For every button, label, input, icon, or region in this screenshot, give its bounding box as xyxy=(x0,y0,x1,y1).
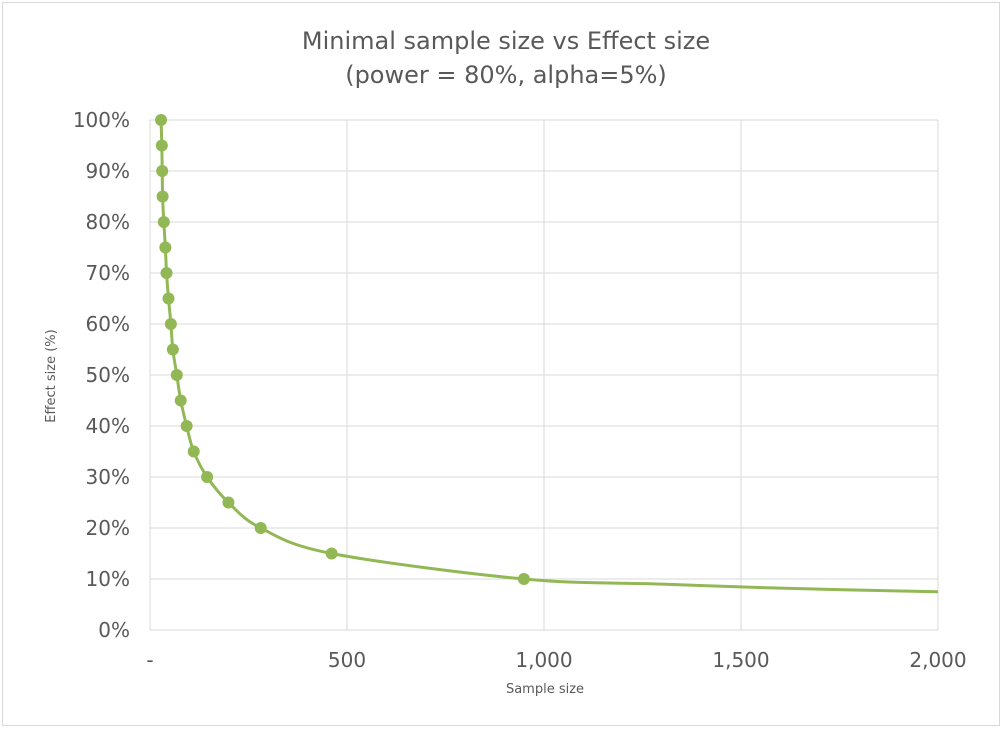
y-tick-label: 0% xyxy=(98,618,130,642)
data-point xyxy=(157,216,170,228)
y-tick-label: 10% xyxy=(86,567,130,591)
data-point xyxy=(170,369,183,381)
y-tick-label: 100% xyxy=(73,108,130,132)
data-point xyxy=(180,420,193,432)
data-point xyxy=(164,318,177,330)
data-point xyxy=(325,547,338,560)
x-axis-title: Sample size xyxy=(506,682,584,697)
y-tick-label: 40% xyxy=(86,414,130,438)
chart-title: Minimal sample size vs Effect size xyxy=(302,27,710,55)
data-point xyxy=(166,343,179,356)
y-tick-label: 50% xyxy=(86,363,130,387)
data-point xyxy=(155,114,168,126)
data-point xyxy=(162,292,175,305)
y-axis-title: Effect size (%) xyxy=(44,329,59,422)
y-tick-label: 70% xyxy=(86,261,130,285)
x-axis-ticks: - 500 1,000 1,500 2,000 xyxy=(146,648,966,672)
x-tick-label: - xyxy=(146,648,153,672)
data-point xyxy=(160,267,173,279)
data-point xyxy=(159,241,172,254)
chart-subtitle: (power = 80%, alpha=5%) xyxy=(345,61,667,89)
chart-svg: Minimal sample size vs Effect size (powe… xyxy=(44,27,967,697)
y-tick-label: 30% xyxy=(86,465,130,489)
series-line xyxy=(159,119,939,594)
y-tick-label: 90% xyxy=(86,159,130,183)
data-point xyxy=(156,190,169,203)
data-point xyxy=(174,394,187,407)
x-tick-label: 2,000 xyxy=(909,648,966,672)
gridlines xyxy=(149,119,939,631)
x-tick-label: 500 xyxy=(328,648,366,672)
y-axis-ticks: 0% 10% 20% 30% 40% 50% 60% 70% 80% 90% 100% xyxy=(73,108,130,642)
data-point xyxy=(156,165,169,177)
y-tick-label: 80% xyxy=(86,210,130,234)
x-tick-label: 1,500 xyxy=(712,648,769,672)
data-point xyxy=(222,496,235,509)
x-tick-label: 1,000 xyxy=(515,648,572,672)
data-points xyxy=(155,114,530,585)
y-tick-label: 60% xyxy=(86,312,130,336)
data-point xyxy=(517,573,530,585)
y-tick-label: 20% xyxy=(86,516,130,540)
data-point xyxy=(187,445,200,458)
data-point xyxy=(155,139,168,152)
data-point xyxy=(254,522,267,534)
data-point xyxy=(201,471,214,483)
